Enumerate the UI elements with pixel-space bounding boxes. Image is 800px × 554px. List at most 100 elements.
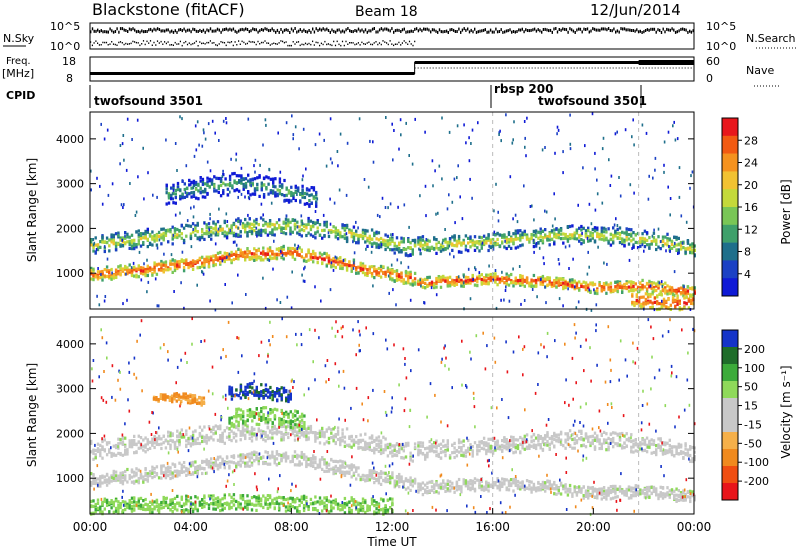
data-cell: [309, 457, 313, 461]
data-cell: [99, 454, 102, 458]
noise-cell: [301, 221, 304, 225]
data-cell: [514, 229, 517, 233]
data-cell: [176, 429, 179, 433]
nsearch-point: [93, 42, 95, 44]
noise-cell: [322, 213, 325, 217]
data-cell: [373, 241, 376, 245]
data-cell: [203, 425, 206, 429]
data-cell: [370, 469, 374, 473]
nsky-point: [371, 27, 374, 31]
data-cell: [598, 237, 601, 241]
freq-trace: [638, 60, 694, 65]
data-cell: [643, 229, 647, 233]
data-cell: [268, 246, 272, 250]
data-cell: [451, 278, 454, 282]
noise-cell: [106, 128, 109, 132]
noise-cell: [680, 214, 683, 218]
data-cell: [364, 231, 367, 235]
nsky-point: [456, 30, 458, 33]
data-cell: [332, 466, 335, 470]
nsky-point: [211, 29, 213, 33]
data-cell: [294, 198, 297, 203]
data-cell: [616, 290, 619, 294]
noise-cell: [457, 275, 460, 279]
data-cell: [268, 231, 272, 235]
data-cell: [355, 229, 358, 233]
data-cell: [190, 195, 193, 199]
data-cell: [302, 256, 306, 260]
data-cell: [237, 463, 240, 467]
noise-cell: [665, 249, 667, 253]
data-cell: [171, 471, 174, 475]
data-cell: [201, 261, 204, 265]
nsky-point: [537, 28, 539, 32]
data-cell: [192, 179, 196, 183]
data-cell: [607, 287, 610, 291]
data-cell: [206, 192, 209, 196]
data-cell: [228, 464, 231, 468]
data-cell: [318, 434, 322, 439]
data-cell: [316, 226, 319, 230]
noise-cell: [624, 128, 627, 132]
data-cell: [307, 426, 310, 431]
data-cell: [207, 261, 211, 265]
nsearch-point: [128, 43, 130, 45]
nsearch-point: [306, 43, 308, 46]
data-cell: [90, 483, 93, 487]
noise-cell: [477, 121, 479, 125]
noise-cell: [419, 248, 422, 252]
nsearch-point: [343, 44, 345, 47]
data-cell: [307, 258, 310, 262]
data-cell: [305, 233, 308, 238]
data-cell: [255, 455, 258, 459]
nsky-point: [322, 27, 324, 31]
noise-cell: [419, 278, 421, 282]
freq-label-top: Freq.: [6, 56, 31, 67]
data-cell: [352, 441, 356, 445]
data-cell: [105, 483, 109, 487]
data-cell: [312, 195, 316, 199]
data-cell: [117, 265, 120, 269]
noise-cell: [554, 217, 556, 221]
data-cell: [521, 233, 524, 237]
data-cell: [501, 279, 504, 283]
noise-cell: [260, 228, 263, 232]
data-cell: [457, 236, 461, 241]
data-cell: [462, 284, 465, 288]
noise-cell: [225, 121, 228, 125]
data-cell: [162, 471, 165, 475]
data-cell: [321, 228, 324, 233]
data-cell: [203, 460, 206, 464]
data-cell: [685, 302, 688, 306]
data-cell: [373, 276, 376, 280]
data-cell: [278, 189, 282, 193]
nsearch-point: [202, 42, 204, 44]
data-cell: [316, 436, 319, 440]
data-cell: [171, 439, 174, 443]
nsearch-point: [218, 43, 220, 45]
data-cell: [253, 459, 256, 463]
data-cell: [334, 433, 337, 437]
data-cell: [302, 259, 306, 263]
data-cell: [357, 466, 360, 470]
data-cell: [669, 303, 672, 307]
data-cell: [160, 466, 163, 470]
noise-cell: [259, 163, 261, 167]
data-cell: [519, 233, 522, 237]
noise-cell: [615, 217, 617, 221]
data-cell: [262, 229, 265, 233]
data-cell: [496, 275, 499, 279]
data-cell: [489, 278, 492, 282]
data-cell: [148, 234, 152, 238]
data-cell: [271, 450, 274, 454]
data-cell: [417, 240, 420, 244]
data-cell: [398, 475, 401, 480]
data-cell: [246, 427, 249, 431]
data-cell: [657, 286, 660, 290]
nsearch-point: [357, 42, 359, 44]
data-cell: [230, 439, 233, 443]
data-cell: [485, 275, 488, 279]
data-cell: [300, 430, 303, 434]
data-cell: [237, 460, 240, 464]
noise-cell: [425, 214, 427, 218]
